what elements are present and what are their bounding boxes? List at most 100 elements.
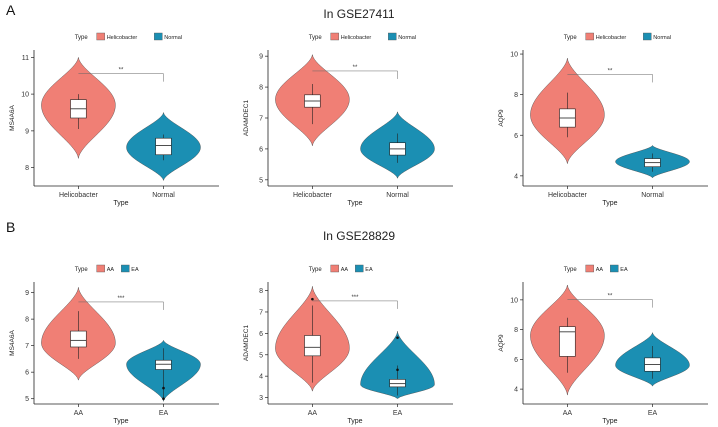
y-tick-label: 7 bbox=[25, 343, 29, 350]
y-tick-label: 6 bbox=[514, 133, 518, 140]
violin-chart-3: Type Helicobacter Normal 4 6 8 10 Helicobacter N… bbox=[498, 32, 708, 207]
legend-swatch bbox=[610, 264, 619, 273]
y-tick-label: 6 bbox=[259, 146, 263, 153]
legend-label: Helicobacter bbox=[341, 35, 372, 41]
y-tick-label: 6 bbox=[25, 370, 29, 377]
y-tick-label: 10 bbox=[21, 92, 29, 99]
x-tick-label: EA bbox=[648, 410, 658, 417]
legend-title: Type bbox=[309, 35, 323, 41]
legend-swatch bbox=[388, 32, 397, 41]
y-tick-label: 5 bbox=[259, 177, 263, 184]
y-tick-label: 7 bbox=[259, 116, 263, 123]
legend-label: EA bbox=[131, 267, 139, 273]
y-tick-label: 5 bbox=[25, 396, 29, 403]
violin-chart-5: Type AA EA 3 4 5 6 7 8 AA EA Type ADAMDEC1 *** bbox=[243, 264, 453, 425]
section-title-a: In GSE27411 bbox=[323, 7, 395, 21]
legend-title: Type bbox=[75, 35, 89, 41]
x-tick-label: Normal bbox=[386, 192, 409, 199]
x-tick-label: Helicobacter bbox=[293, 192, 333, 199]
y-tick-label: 8 bbox=[514, 92, 518, 99]
y-axis-label: AQP9 bbox=[498, 109, 505, 127]
legend-swatch bbox=[96, 264, 105, 273]
panel-letter-b: B bbox=[6, 219, 16, 235]
x-tick-label: AA bbox=[308, 410, 318, 417]
violin-1 bbox=[360, 331, 435, 400]
legend-label: AA bbox=[596, 267, 604, 273]
significance-label: ** bbox=[119, 68, 124, 74]
legend-swatch bbox=[643, 32, 652, 41]
y-tick-label: 4 bbox=[259, 374, 263, 381]
violin-chart-1: Type Helicobacter Normal 8 9 10 11 Helicobacter… bbox=[9, 32, 219, 207]
outlier-point bbox=[162, 386, 165, 390]
violin-chart-6: Type AA EA 4 6 8 10 AA EA Type AQP9 ** bbox=[498, 264, 708, 425]
x-axis-label: Type bbox=[113, 418, 128, 425]
legend-swatch bbox=[330, 32, 339, 41]
x-tick-label: EA bbox=[159, 410, 169, 417]
legend-label: Helicobacter bbox=[596, 35, 627, 41]
legend-swatch bbox=[355, 264, 364, 273]
significance-label: ** bbox=[608, 68, 613, 74]
y-axis-label: ADAMDEC1 bbox=[243, 100, 250, 137]
legend-title: Type bbox=[564, 35, 578, 41]
legend-title: Type bbox=[564, 267, 578, 273]
y-tick-label: 9 bbox=[25, 128, 29, 135]
box-iqr bbox=[155, 137, 172, 156]
y-tick-label: 9 bbox=[25, 290, 29, 297]
y-tick-label: 7 bbox=[259, 309, 263, 316]
violin-chart-2: Type Helicobacter Normal 5 6 7 8 9 Helicobacter N… bbox=[243, 32, 453, 207]
x-tick-label: Normal bbox=[152, 192, 175, 199]
legend-label: Normal bbox=[398, 35, 416, 41]
legend-label: AA bbox=[107, 267, 115, 273]
legend-label: Helicobacter bbox=[107, 35, 138, 41]
y-axis-label: AQP9 bbox=[498, 334, 505, 352]
significance-label: ** bbox=[608, 294, 613, 300]
outlier-point bbox=[396, 368, 399, 372]
y-axis-label: MS4A6A bbox=[9, 105, 16, 131]
y-tick-label: 6 bbox=[514, 357, 518, 364]
y-tick-label: 5 bbox=[259, 352, 263, 359]
y-axis-label: MS4A6A bbox=[9, 330, 16, 356]
y-tick-label: 6 bbox=[259, 331, 263, 338]
legend-swatch bbox=[154, 32, 163, 41]
significance-label: *** bbox=[351, 295, 359, 301]
legend-label: EA bbox=[620, 267, 628, 273]
legend-label: AA bbox=[341, 267, 349, 273]
x-tick-label: Helicobacter bbox=[548, 192, 588, 199]
x-tick-label: EA bbox=[393, 410, 403, 417]
box-iqr bbox=[155, 359, 172, 370]
legend-swatch bbox=[585, 264, 594, 273]
x-axis-label: Type bbox=[347, 418, 362, 425]
legend-swatch bbox=[96, 32, 105, 41]
y-tick-label: 9 bbox=[259, 54, 263, 61]
section-title-b: In GSE28829 bbox=[322, 229, 396, 243]
x-axis-label: Type bbox=[602, 418, 617, 425]
panel-letter-a: A bbox=[6, 2, 16, 18]
y-tick-label: 4 bbox=[514, 387, 518, 394]
y-tick-label: 10 bbox=[510, 297, 518, 304]
y-tick-label: 8 bbox=[25, 165, 29, 172]
significance-label: ** bbox=[353, 65, 358, 71]
x-tick-label: AA bbox=[74, 410, 84, 417]
y-tick-label: 4 bbox=[514, 173, 518, 180]
legend-title: Type bbox=[309, 267, 323, 273]
outlier-point bbox=[396, 336, 399, 339]
x-axis-label: Type bbox=[113, 200, 128, 207]
box-iqr bbox=[559, 326, 576, 357]
x-tick-label: AA bbox=[563, 410, 573, 417]
legend-swatch bbox=[330, 264, 339, 273]
significance-label: *** bbox=[117, 296, 125, 302]
violin-chart-4: Type AA EA 5 6 7 8 9 AA EA Type MS4A6A *** bbox=[9, 264, 219, 425]
legend-swatch bbox=[121, 264, 130, 273]
y-tick-label: 8 bbox=[25, 317, 29, 324]
legend-label: Normal bbox=[164, 35, 182, 41]
legend-title: Type bbox=[75, 267, 89, 273]
y-tick-label: 8 bbox=[514, 327, 518, 334]
box-iqr bbox=[304, 335, 321, 357]
y-tick-label: 8 bbox=[259, 85, 263, 92]
outlier-point bbox=[162, 397, 165, 400]
box-iqr bbox=[389, 379, 406, 388]
x-axis-label: Type bbox=[602, 200, 617, 207]
outlier-point bbox=[311, 297, 314, 301]
legend-label: Normal bbox=[653, 35, 671, 41]
